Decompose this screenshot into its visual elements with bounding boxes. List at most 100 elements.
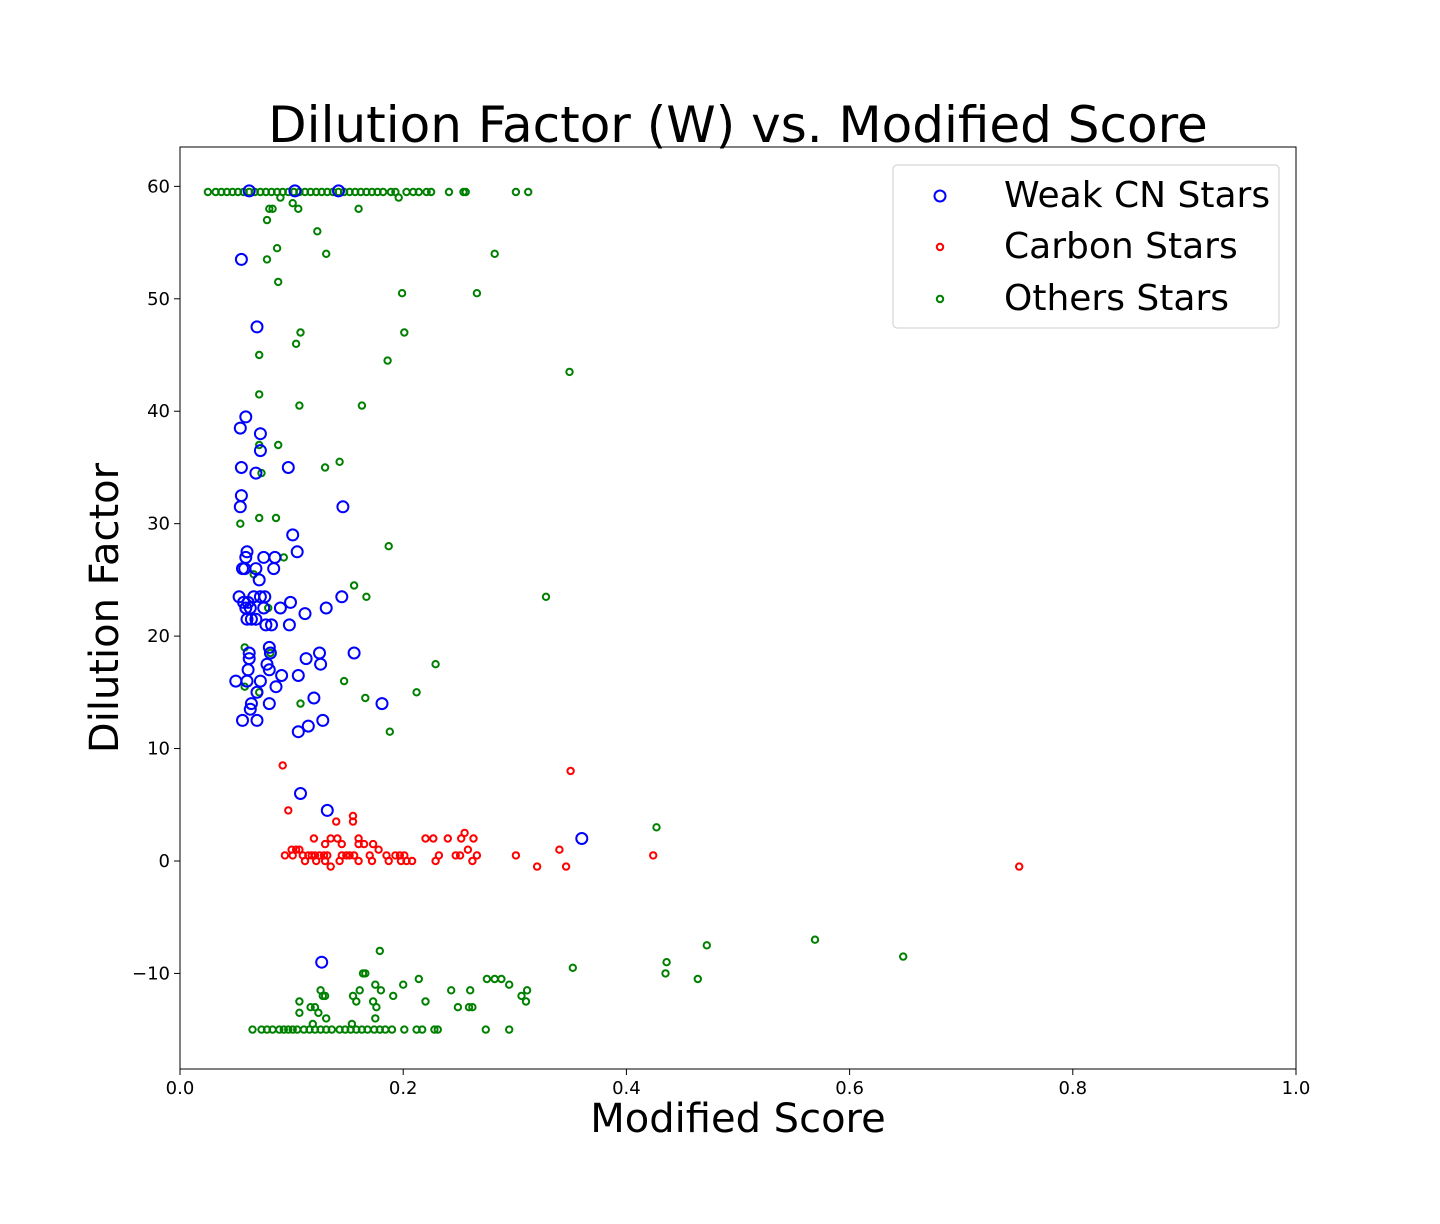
point-weak-cn — [281, 461, 295, 474]
point-weak-cn — [262, 640, 276, 654]
point-carbon — [463, 845, 473, 854]
point-others — [335, 457, 344, 466]
point-others — [296, 699, 305, 708]
point-others — [355, 986, 364, 995]
point-carbon — [300, 856, 310, 866]
point-weak-cn — [234, 489, 248, 503]
point-weak-cn — [290, 545, 304, 559]
point-carbon — [455, 851, 465, 860]
point-others — [357, 401, 367, 410]
point-others — [385, 727, 394, 736]
point-carbon — [332, 817, 341, 826]
point-others — [268, 204, 277, 214]
point-others — [279, 1025, 288, 1034]
point-others — [262, 215, 272, 225]
point-weak-cn — [250, 685, 264, 699]
point-weak-cn — [291, 725, 305, 739]
y-tick-label: −10 — [132, 963, 170, 984]
point-others — [378, 187, 388, 197]
point-others — [431, 660, 440, 669]
point-weak-cn — [332, 184, 345, 198]
point-others — [383, 356, 392, 365]
point-others — [349, 581, 359, 590]
points-layer — [203, 184, 1024, 1034]
point-others — [387, 1025, 397, 1034]
chart-title: Dilution Factor (W) vs. Modified Score — [268, 96, 1208, 154]
point-others — [361, 969, 370, 978]
point-weak-cn — [575, 832, 589, 845]
point-weak-cn — [244, 697, 258, 711]
point-others — [296, 328, 305, 337]
point-others — [414, 187, 423, 197]
point-others — [265, 204, 274, 214]
point-weak-cn — [336, 500, 350, 514]
point-others — [352, 997, 361, 1006]
point-others — [433, 1025, 442, 1034]
point-carbon — [295, 845, 304, 854]
point-carbon — [335, 856, 344, 866]
point-others — [400, 1025, 409, 1034]
point-others — [662, 958, 671, 967]
legend-label-carbon: Carbon Stars — [1004, 226, 1238, 267]
point-others — [568, 963, 577, 972]
point-carbon — [374, 845, 383, 854]
point-carbon — [333, 834, 342, 843]
x-tick-label: 0.0 — [166, 1078, 195, 1099]
point-weak-cn — [253, 590, 267, 604]
point-others — [236, 519, 245, 528]
point-others — [339, 676, 349, 686]
point-others — [466, 986, 475, 995]
point-carbon — [320, 856, 330, 866]
x-axis: 0.0 0.2 0.4 0.6 0.8 1.0 — [166, 1069, 1310, 1099]
point-carbon — [349, 851, 359, 860]
point-weak-cn — [241, 663, 255, 677]
point-others — [522, 986, 532, 995]
x-tick-label: 0.4 — [612, 1078, 641, 1099]
legend-frame — [892, 164, 1280, 329]
point-carbon — [443, 834, 452, 843]
point-others — [362, 592, 371, 601]
point-carbon — [1015, 862, 1024, 871]
point-carbon — [307, 851, 316, 860]
point-carbon — [309, 834, 319, 843]
point-others — [400, 328, 409, 337]
point-weak-cn — [320, 803, 334, 817]
point-others — [284, 1025, 293, 1034]
point-others — [372, 1003, 381, 1012]
point-carbon — [291, 845, 301, 854]
point-carbon — [280, 851, 290, 860]
x-tick-label: 0.2 — [389, 1078, 418, 1099]
point-weak-cn — [242, 646, 256, 660]
point-weak-cn — [263, 646, 277, 660]
point-others — [381, 1025, 390, 1034]
point-carbon — [511, 851, 521, 860]
legend-marker-weak-cn — [933, 189, 947, 203]
point-carbon — [469, 834, 478, 843]
point-others — [361, 693, 370, 703]
point-weak-cn — [291, 669, 305, 682]
point-carbon — [278, 761, 287, 770]
point-carbon — [532, 862, 542, 871]
point-others — [375, 946, 384, 956]
point-others — [461, 187, 470, 197]
point-others — [262, 255, 272, 264]
point-others — [521, 997, 531, 1006]
legend: Weak CN Stars Carbon Stars Others Stars — [892, 164, 1280, 329]
point-others — [322, 1014, 331, 1023]
point-carbon — [421, 834, 430, 843]
point-others — [288, 199, 297, 208]
point-carbon — [354, 856, 363, 866]
point-others — [274, 440, 283, 450]
point-others — [320, 463, 330, 472]
point-weak-cn — [250, 320, 264, 334]
point-carbon — [337, 839, 346, 849]
point-others — [661, 969, 670, 978]
point-weak-cn — [286, 528, 300, 542]
point-weak-cn — [319, 601, 333, 615]
point-others — [421, 997, 430, 1006]
point-weak-cn — [262, 663, 276, 677]
point-others — [327, 1025, 336, 1034]
point-carbon — [284, 806, 293, 815]
point-others — [288, 1025, 297, 1034]
